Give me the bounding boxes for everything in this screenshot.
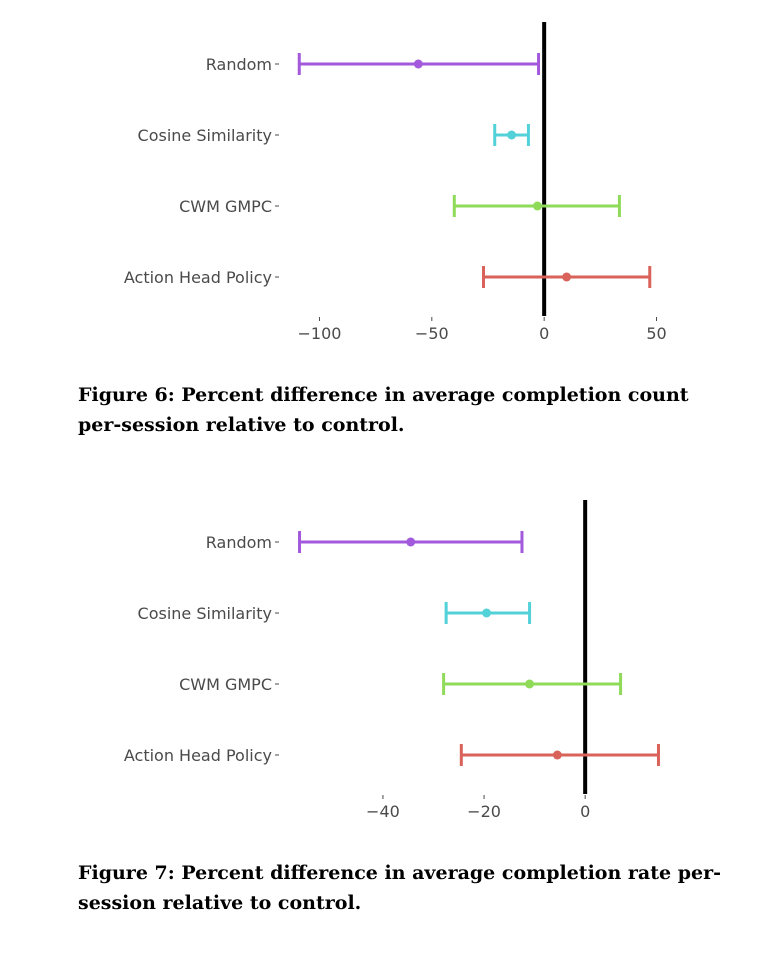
- category-label: Cosine Similarity: [138, 604, 272, 623]
- errorbar-series: Cosine Similarity: [138, 602, 532, 624]
- category-label: CWM GMPC: [179, 675, 272, 694]
- estimate-point: [406, 537, 416, 547]
- estimate-point: [413, 59, 423, 69]
- x-tick-label: −20: [467, 802, 501, 821]
- fig6-errorbar-chart: Random Cosine Similarity CWM GMPC Action He…: [124, 22, 667, 343]
- errorbar-series: CWM GMPC: [179, 195, 621, 217]
- estimate-point: [532, 201, 542, 211]
- category-label: Random: [206, 55, 272, 74]
- category-label: Cosine Similarity: [138, 126, 272, 145]
- category-label: CWM GMPC: [179, 197, 272, 216]
- errorbar-series: Random: [206, 531, 524, 553]
- x-tick-label: 0: [580, 802, 590, 821]
- fig7-errorbar-chart: Random Cosine Similarity CWM GMPC Action He…: [124, 500, 660, 821]
- fig7-caption: Figure 7: Percent difference in average …: [78, 862, 721, 914]
- estimate-point: [562, 272, 572, 282]
- x-tick-label: 50: [646, 324, 666, 343]
- estimate-point: [525, 679, 535, 689]
- x-tick-label: −50: [415, 324, 449, 343]
- x-tick-label: −100: [297, 324, 341, 343]
- x-tick-label: 0: [539, 324, 549, 343]
- estimate-point: [482, 608, 492, 618]
- errorbar-series: Cosine Similarity: [138, 124, 530, 146]
- category-label: Random: [206, 533, 272, 552]
- errorbar-series: Action Head Policy: [124, 744, 660, 766]
- estimate-point: [552, 750, 562, 760]
- errorbar-series: Random: [206, 53, 541, 75]
- figure-6: Random Cosine Similarity CWM GMPC Action He…: [0, 0, 770, 460]
- category-label: Action Head Policy: [124, 268, 272, 287]
- estimate-point: [507, 130, 517, 140]
- errorbar-series: Action Head Policy: [124, 266, 652, 288]
- x-tick-label: −40: [366, 802, 400, 821]
- figure-7: Random Cosine Similarity CWM GMPC Action He…: [0, 478, 770, 948]
- errorbar-series: CWM GMPC: [179, 673, 623, 695]
- category-label: Action Head Policy: [124, 746, 272, 765]
- fig6-caption: Figure 6: Percent difference in average …: [78, 384, 689, 436]
